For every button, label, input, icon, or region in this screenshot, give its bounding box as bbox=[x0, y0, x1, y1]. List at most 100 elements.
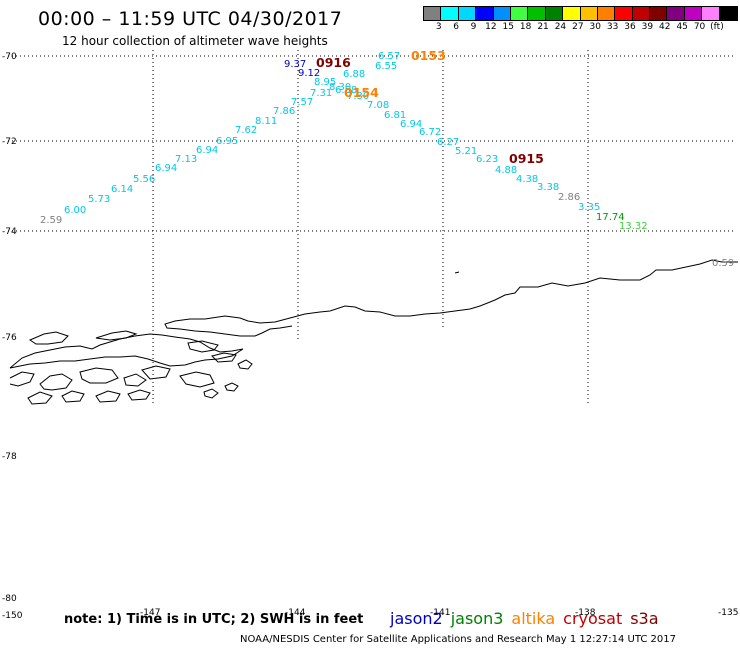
swh-value: 8.95 bbox=[314, 77, 337, 88]
colorbar-swatch bbox=[684, 7, 703, 20]
lon-label: -150 bbox=[2, 611, 23, 621]
swh-value: 6.55 bbox=[375, 61, 398, 72]
swh-value: 6.27 bbox=[437, 137, 460, 148]
lat-label: -72 bbox=[2, 137, 17, 147]
satellite-legend: jason2 jason3 altika cryosat s3a bbox=[390, 609, 667, 628]
colorbar-label: 12 bbox=[485, 22, 497, 32]
swh-value: 7.62 bbox=[235, 125, 258, 136]
lat-label: -78 bbox=[2, 452, 17, 462]
colorbar-label: 39 bbox=[641, 22, 654, 32]
legend-entry-jason2: jason2 bbox=[390, 609, 443, 628]
lon-label: -141 bbox=[430, 608, 451, 618]
lat-label: -80 bbox=[2, 594, 17, 604]
swh-value: 2.86 bbox=[558, 192, 581, 203]
colorbar-swatch bbox=[719, 7, 738, 20]
legend-entry-altika: altika bbox=[511, 609, 556, 628]
colorbar-label: 18 bbox=[519, 22, 532, 32]
lat-label: -70 bbox=[2, 52, 17, 62]
swh-value: 2.59 bbox=[40, 215, 63, 226]
swh-value: 9.37 bbox=[284, 59, 307, 70]
swh-value: 7.31 bbox=[310, 88, 333, 99]
pass-time-tag: 0915 bbox=[509, 151, 544, 166]
swh-value: 8.11 bbox=[255, 116, 278, 127]
swh-value: 3.35 bbox=[578, 202, 601, 213]
swh-value: 7.57 bbox=[291, 97, 314, 108]
colorbar-swatch bbox=[493, 7, 511, 20]
colorbar-label: 27 bbox=[572, 22, 584, 32]
colorbar-swatch bbox=[528, 7, 546, 20]
colorbar-swatch bbox=[597, 7, 616, 20]
colorbar-label: 24 bbox=[554, 22, 567, 32]
swh-value: 6.94 bbox=[400, 119, 423, 130]
swh-value: 4.88 bbox=[495, 165, 518, 176]
swh-value: 6.14 bbox=[111, 184, 134, 195]
colorbar-swatch bbox=[580, 7, 598, 20]
graticule bbox=[8, 50, 733, 405]
swh-value: 6.88 bbox=[343, 69, 366, 80]
colorbar bbox=[423, 6, 739, 21]
colorbar-label: 33 bbox=[606, 22, 619, 32]
colorbar-swatch bbox=[545, 7, 564, 20]
colorbar-swatch bbox=[476, 7, 494, 20]
colorbar-label: (ft) bbox=[710, 22, 724, 32]
lat-label: -74 bbox=[2, 227, 17, 237]
swh-value: 6.94 bbox=[196, 145, 219, 156]
swh-value: 6.00 bbox=[64, 205, 87, 216]
swh-value: 7.13 bbox=[175, 154, 198, 165]
legend-entry-jason3: jason3 bbox=[450, 609, 504, 628]
swh-value: 4.38 bbox=[516, 174, 539, 185]
colorbar-label: 15 bbox=[502, 22, 514, 32]
colorbar-label: 30 bbox=[589, 22, 601, 32]
colorbar-label: 45 bbox=[676, 22, 688, 32]
swh-value: 7.30 bbox=[347, 91, 370, 102]
lon-label: -138 bbox=[575, 608, 596, 618]
lon-label: -144 bbox=[285, 608, 306, 618]
swh-value: 7.08 bbox=[367, 100, 390, 111]
colorbar-label: 3 bbox=[435, 22, 442, 32]
map-title: 00:00 – 11:59 UTC 04/30/2017 bbox=[38, 8, 343, 30]
colorbar-swatch bbox=[702, 7, 720, 20]
colorbar-swatch bbox=[424, 7, 442, 20]
swh-value: 6.72 bbox=[419, 127, 442, 138]
swh-value: 17.74 bbox=[596, 212, 625, 223]
colorbar-swatch bbox=[441, 7, 459, 20]
colorbar-swatch bbox=[632, 7, 651, 20]
pass-time-tag: 0916 bbox=[316, 55, 351, 70]
colorbar-label: 6 bbox=[453, 22, 459, 32]
footer-credit: NOAA/NESDIS Center for Satellite Applica… bbox=[240, 634, 676, 645]
swh-value: 13.32 bbox=[619, 221, 648, 232]
coastline bbox=[9, 259, 738, 405]
swh-value: 5.21 bbox=[455, 146, 478, 157]
colorbar-labels: 3 6 9 12 15 18 21 24 27 30 33 36 39 42 45 70 (ft) bbox=[430, 22, 726, 32]
note-text: note: 1) Time is in UTC; 2) SWH is in fe… bbox=[64, 612, 364, 627]
colorbar-label: 42 bbox=[659, 22, 671, 32]
colorbar-label: 70 bbox=[693, 22, 706, 32]
swh-value: 6.94 bbox=[155, 163, 178, 174]
colorbar-swatch bbox=[563, 7, 581, 20]
pass-time-tag: 0154 bbox=[344, 85, 379, 100]
swh-value: 3.38 bbox=[537, 182, 560, 193]
swh-value: 5.56 bbox=[133, 174, 156, 185]
colorbar-swatch bbox=[667, 7, 685, 20]
swh-value: 8.30 bbox=[329, 82, 352, 93]
swh-value: 6.57 bbox=[378, 51, 401, 62]
colorbar-swatch bbox=[510, 7, 529, 20]
swh-value: 6.81 bbox=[384, 110, 407, 121]
legend-entry-cryosat: cryosat bbox=[563, 609, 623, 628]
lon-label: -147 bbox=[140, 608, 161, 618]
map-subtitle: 12 hour collection of altimeter wave hei… bbox=[62, 34, 328, 48]
colorbar-swatch bbox=[458, 7, 477, 20]
swh-value: 0.59 bbox=[712, 258, 735, 269]
swh-value: 7.86 bbox=[273, 106, 296, 117]
swh-value: 6.23 bbox=[476, 154, 499, 165]
legend-entry-s3a: s3a bbox=[630, 609, 659, 628]
colorbar-label: 9 bbox=[470, 22, 477, 32]
swh-value: 6.95 bbox=[216, 136, 239, 147]
pass-time-tag: 0153 bbox=[411, 48, 446, 63]
lon-label: -135 bbox=[718, 608, 739, 618]
swh-value: 5.73 bbox=[88, 194, 111, 205]
swh-value: 6.58 bbox=[335, 85, 358, 96]
swh-value: 9.12 bbox=[298, 68, 321, 79]
colorbar-label: 21 bbox=[537, 22, 549, 32]
